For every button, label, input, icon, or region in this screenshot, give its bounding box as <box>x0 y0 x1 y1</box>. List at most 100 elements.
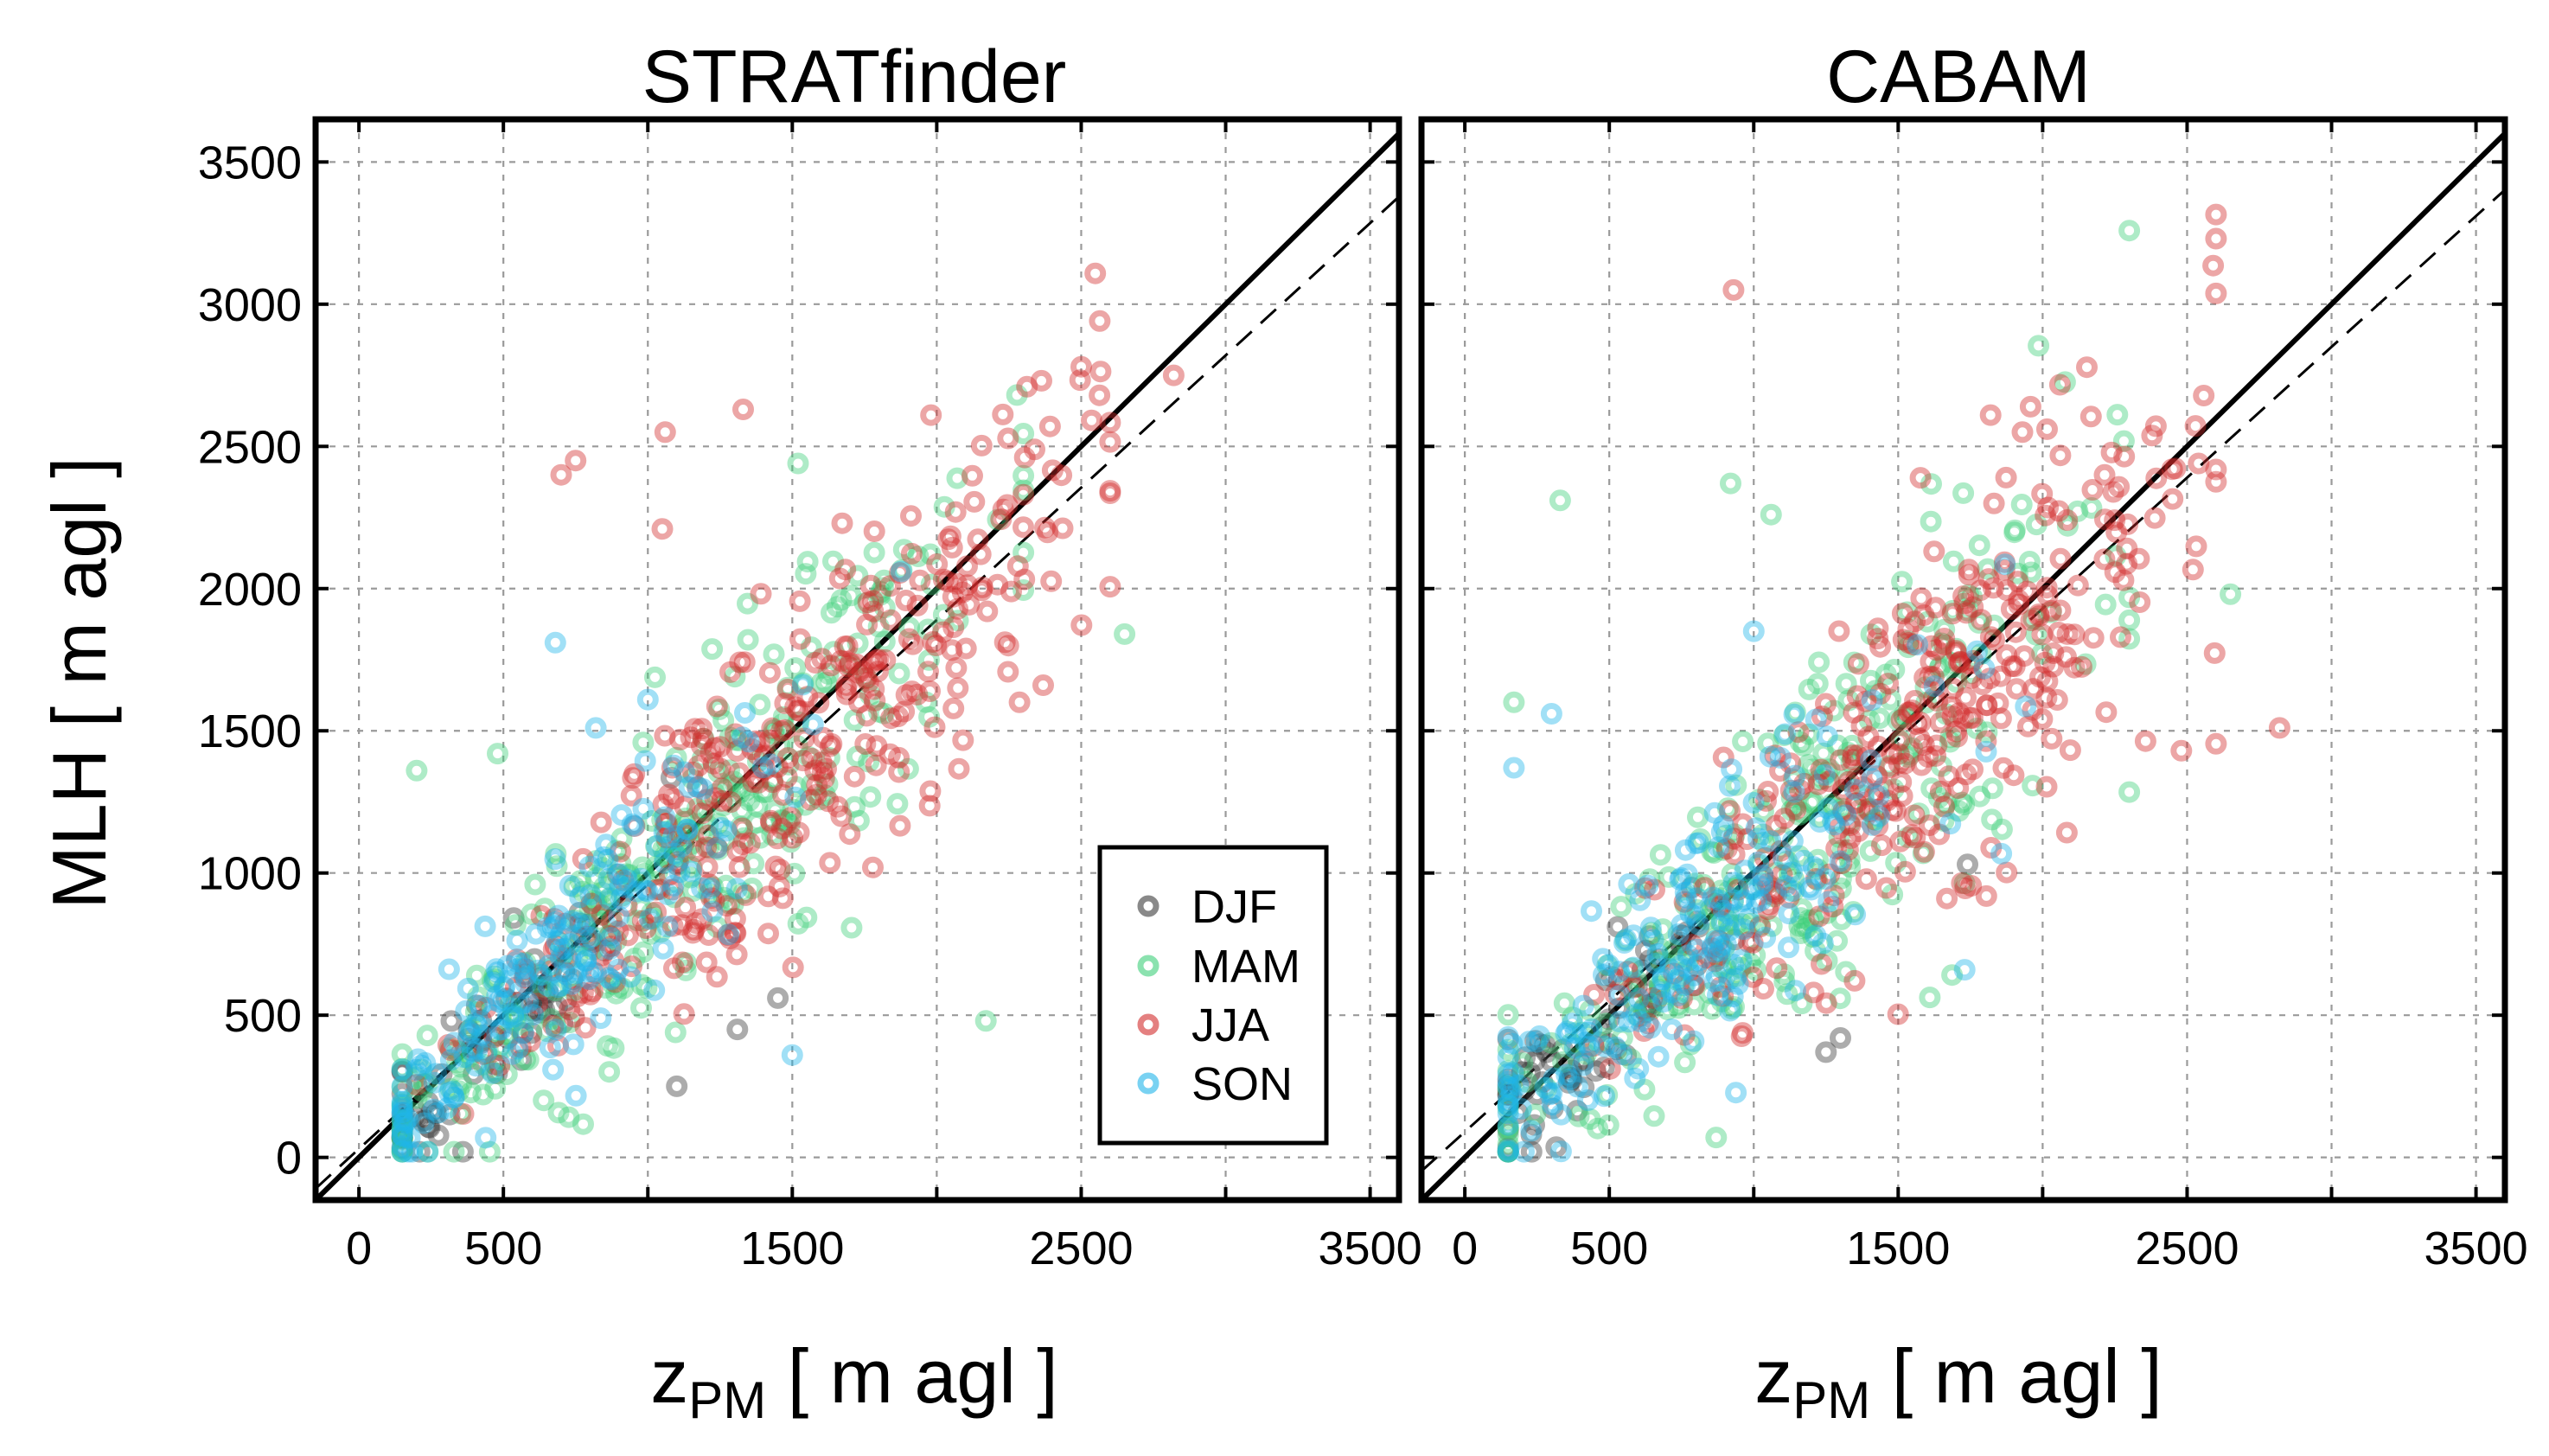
data-point-mam <box>1912 842 1934 865</box>
data-point-jja <box>2056 509 2079 531</box>
data-point-jja <box>1855 868 1877 891</box>
data-point-son <box>1637 874 1659 897</box>
data-point-jja <box>1958 564 1980 586</box>
data-point-mam <box>1760 503 1782 526</box>
data-point-son <box>621 813 643 835</box>
data-point-mam <box>610 884 633 907</box>
data-point-son <box>1651 966 1674 988</box>
data-point-mam <box>1648 974 1671 996</box>
data-point-son <box>1818 891 1840 913</box>
data-point-mam <box>697 814 719 837</box>
data-point-mam <box>467 986 489 1008</box>
data-point-mam <box>818 747 840 769</box>
data-point-mam <box>1783 880 1805 902</box>
panel-title: STRATfinder <box>642 35 1067 118</box>
data-point-jja <box>951 581 974 603</box>
data-point-mam <box>719 892 741 915</box>
data-point-djf <box>531 980 553 1002</box>
data-point-djf <box>537 981 559 1004</box>
data-point-jja <box>709 736 731 758</box>
data-point-djf <box>1957 853 1978 876</box>
data-point-son <box>599 968 622 991</box>
data-point-mam <box>1834 769 1856 791</box>
data-point-son <box>1709 940 1731 962</box>
data-point-jja <box>1910 587 1933 610</box>
data-point-mam <box>858 750 880 773</box>
data-point-son <box>464 1013 487 1035</box>
data-point-son <box>600 927 623 948</box>
data-point-mam <box>1013 423 1035 444</box>
data-point-jja <box>2205 203 2227 226</box>
data-point-mam <box>840 584 862 607</box>
data-point-djf <box>1559 1066 1581 1089</box>
data-point-mam <box>1968 611 1990 634</box>
data-point-mam <box>1587 1117 1609 1140</box>
data-point-jja <box>1983 577 2004 599</box>
data-point-son <box>1592 948 1614 970</box>
data-point-jja <box>687 755 710 777</box>
data-point-djf <box>1600 966 1623 988</box>
data-point-jja <box>851 660 873 682</box>
data-point-son <box>546 976 569 999</box>
data-point-mam <box>873 630 896 653</box>
data-point-mam <box>416 1072 438 1095</box>
data-point-jja <box>839 652 861 674</box>
data-point-son <box>1667 984 1690 1006</box>
data-point-jja <box>1844 792 1867 814</box>
data-point-jja <box>810 751 833 774</box>
data-point-jja <box>1789 779 1811 801</box>
data-point-jja <box>878 743 901 765</box>
data-point-mam <box>450 1073 473 1095</box>
data-point-mam <box>2010 494 2033 515</box>
data-point-mam <box>1552 1050 1575 1073</box>
data-point-mam <box>1882 778 1905 801</box>
data-point-son <box>663 842 686 865</box>
data-point-jja <box>2067 574 2089 597</box>
data-point-jja <box>2048 500 2070 522</box>
data-point-mam <box>2118 609 2141 631</box>
data-point-jja <box>742 771 764 793</box>
data-point-djf <box>1497 1083 1519 1106</box>
data-point-son <box>1792 849 1815 872</box>
data-point-djf <box>1645 988 1668 1011</box>
data-point-mam <box>416 1025 438 1047</box>
data-point-son <box>506 929 528 952</box>
data-point-jja <box>1842 749 1864 771</box>
data-point-jja <box>923 716 946 738</box>
data-point-jja <box>1811 953 1832 975</box>
data-point-son <box>687 776 709 798</box>
data-point-son <box>1813 763 1836 786</box>
data-point-son <box>546 930 568 953</box>
data-point-jja <box>1891 785 1913 808</box>
data-point-mam <box>1838 848 1861 871</box>
data-point-jja <box>658 864 680 886</box>
data-point-jja <box>1913 667 1936 689</box>
data-point-jja <box>1857 725 1880 748</box>
data-point-son <box>1724 967 1747 990</box>
data-point-son <box>542 1058 565 1081</box>
data-point-jja <box>2011 421 2034 444</box>
data-point-mam <box>719 759 740 782</box>
data-point-son <box>1562 1012 1583 1035</box>
data-point-mam <box>1715 957 1737 980</box>
data-point-jja <box>789 628 811 650</box>
data-point-mam <box>1948 800 1970 822</box>
data-point-jja <box>768 876 790 897</box>
data-point-jja <box>1016 375 1038 398</box>
data-point-mam <box>839 654 861 676</box>
data-point-jja <box>2094 508 2116 531</box>
data-point-jja <box>612 869 635 891</box>
data-point-mam <box>2112 430 2135 452</box>
data-point-son <box>1742 620 1765 642</box>
data-point-son <box>1778 936 1799 959</box>
data-point-jja <box>2104 509 2126 532</box>
data-point-djf <box>1542 1097 1564 1120</box>
data-point-mam <box>535 1020 558 1043</box>
data-point-jja <box>925 635 948 656</box>
data-point-jja <box>1081 409 1102 431</box>
data-point-mam <box>626 910 648 932</box>
y-tick-label: 2500 <box>198 421 302 473</box>
data-point-son <box>545 1019 567 1041</box>
data-point-mam <box>391 1096 413 1118</box>
data-point-mam <box>679 820 701 841</box>
